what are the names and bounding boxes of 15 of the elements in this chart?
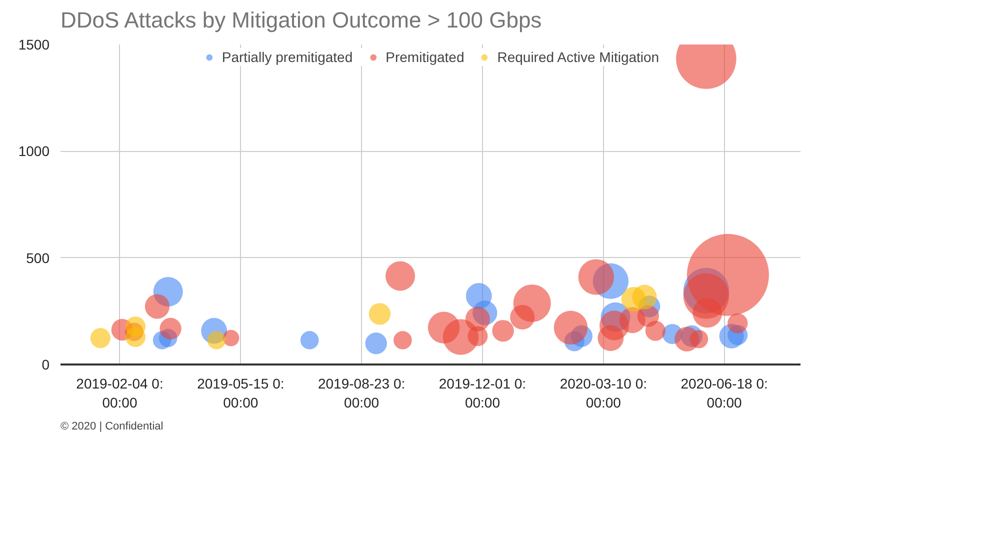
y-tick-label: 1000 [18, 143, 50, 160]
y-tick-label: 1500 [18, 36, 50, 52]
legend-label: Partially premitigated [222, 48, 353, 66]
y-tick-label: 500 [26, 250, 50, 266]
x-tick-label: 2020-06-18 0: 00:00 [680, 376, 768, 411]
text: © 2020 | Confidential [60, 420, 164, 432]
legend-label: Required Active Mitigation [497, 48, 660, 66]
x-tick-label: 2019-02-04 0: 00:00 [76, 376, 164, 411]
y-tick-label: 0 [42, 356, 50, 372]
x-tick-label: 2020-03-10 0: 00:00 [560, 376, 648, 411]
x-tick-label: 2019-08-23 0: 00:00 [318, 376, 406, 411]
x-tick-label: 2019-12-01 0: 00:00 [438, 376, 526, 411]
chart-title: DDoS Attacks by Mitigation Outcome > 100 Gbps [60, 8, 542, 32]
x-tick-label: 2019-05-15 0: 00:00 [197, 376, 284, 411]
legend-label: Premitigated [386, 48, 464, 66]
